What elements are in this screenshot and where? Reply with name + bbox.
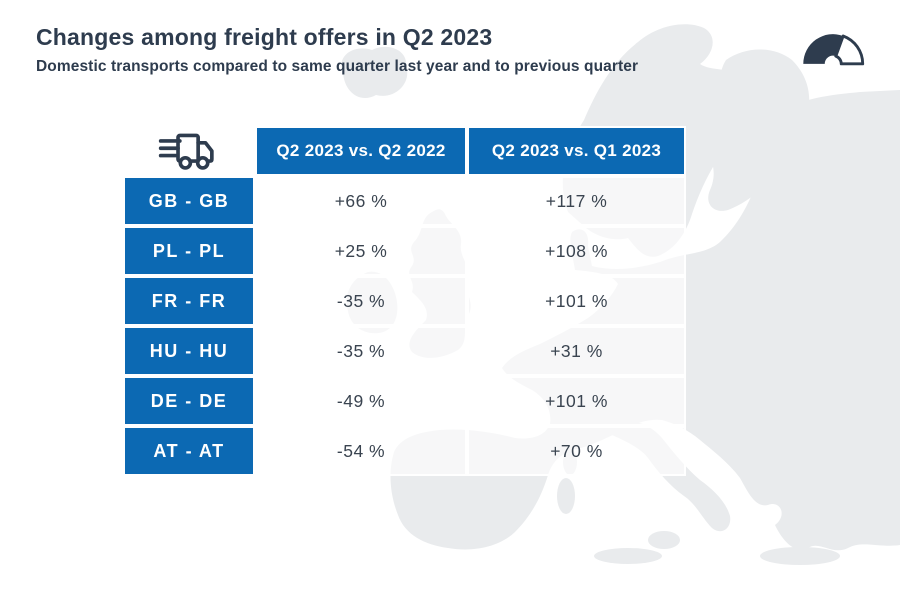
- row-label-de-de: DE - DE: [123, 376, 255, 426]
- map-finland: [699, 49, 810, 211]
- value-gb-vs-q2-2022: +66 %: [255, 176, 467, 226]
- map-africa-hint: [594, 548, 662, 564]
- value-hu-vs-q1-2023: +31 %: [467, 326, 686, 376]
- row-label-fr-fr: FR - FR: [123, 276, 255, 326]
- row-label-at-at: AT - AT: [123, 426, 255, 476]
- row-label-gb-gb: GB - GB: [123, 176, 255, 226]
- value-pl-vs-q1-2023: +108 %: [467, 226, 686, 276]
- value-at-vs-q1-2023: +70 %: [467, 426, 686, 476]
- value-at-vs-q2-2022: -54 %: [255, 426, 467, 476]
- map-anatolia-hint: [760, 547, 840, 565]
- value-fr-vs-q1-2023: +101 %: [467, 276, 686, 326]
- column-header-vs-q2-2022: Q2 2023 vs. Q2 2022: [255, 126, 467, 176]
- page-title: Changes among freight offers in Q2 2023: [36, 24, 493, 50]
- truck-icon: [158, 133, 214, 170]
- map-sicily: [648, 531, 680, 549]
- value-hu-vs-q2-2022: -35 %: [255, 326, 467, 376]
- map-sardinia: [557, 478, 575, 514]
- column-header-vs-q1-2023: Q2 2023 vs. Q1 2023: [467, 126, 686, 176]
- value-pl-vs-q2-2022: +25 %: [255, 226, 467, 276]
- page-subtitle: Domestic transports compared to same qua…: [36, 58, 639, 75]
- gauge-logo: [800, 30, 866, 68]
- map-iceland: [341, 46, 408, 99]
- value-fr-vs-q2-2022: -35 %: [255, 276, 467, 326]
- header: Changes among freight offers in Q2 2023 …: [36, 24, 638, 76]
- table-corner-cell: [123, 126, 255, 176]
- value-gb-vs-q1-2023: +117 %: [467, 176, 686, 226]
- row-label-hu-hu: HU - HU: [123, 326, 255, 376]
- freight-changes-table: Q2 2023 vs. Q2 2022 Q2 2023 vs. Q1 2023 …: [123, 126, 686, 476]
- row-label-pl-pl: PL - PL: [123, 226, 255, 276]
- value-de-vs-q1-2023: +101 %: [467, 376, 686, 426]
- value-de-vs-q2-2022: -49 %: [255, 376, 467, 426]
